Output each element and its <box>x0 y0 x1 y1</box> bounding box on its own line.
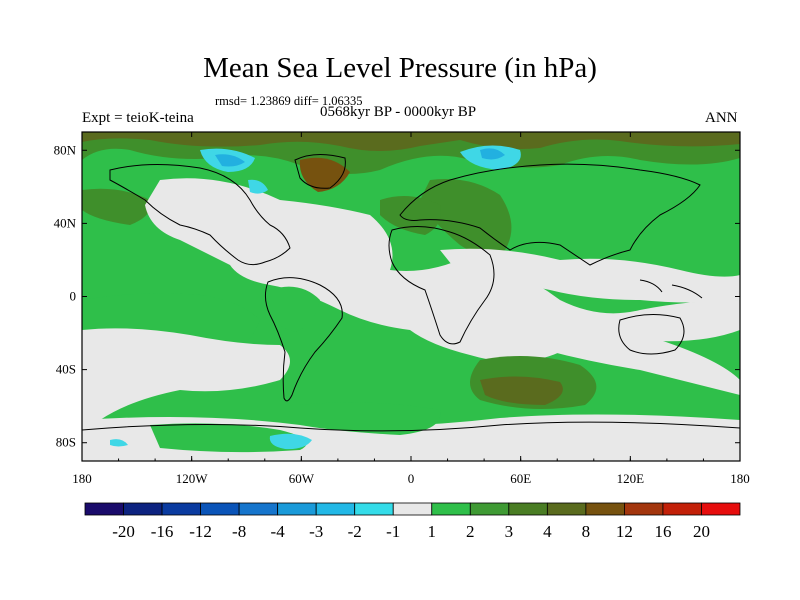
y-tick-label: 80N <box>54 142 77 157</box>
south-indian-near-zero <box>530 328 740 395</box>
coastlines <box>82 154 740 432</box>
colorbar-label: 8 <box>582 522 591 541</box>
period-label: 0568kyr BP - 0000kyr BP <box>320 104 477 120</box>
y-tick-label: 40S <box>56 362 76 377</box>
x-tick-label: 120W <box>176 471 209 486</box>
colorbar-swatch <box>200 502 240 516</box>
colorbar-label: 1 <box>428 522 437 541</box>
mediterranean-band <box>380 196 441 235</box>
stats-line: rmsd= 1.23869 diff= 1.06335 <box>215 94 363 108</box>
colorbar-label: 20 <box>693 522 710 541</box>
pressure-field <box>82 132 740 461</box>
colorbar-label: -20 <box>112 522 135 541</box>
arctic-canada-neg-core <box>215 154 245 167</box>
north-america-coast <box>109 163 291 266</box>
antarctica-coast <box>82 421 740 432</box>
y-tick-label: 80S <box>56 435 76 450</box>
australia-coast <box>618 314 685 355</box>
greenland-brown <box>299 157 350 192</box>
south-america-coast <box>264 277 343 402</box>
africa-coast <box>388 226 495 345</box>
south-atlantic-core <box>480 376 563 405</box>
colorbar-swatch <box>123 502 163 516</box>
colorbar-label: -4 <box>271 522 286 541</box>
colorbar-swatch <box>238 502 279 516</box>
polar-dark-band <box>82 132 740 151</box>
colorbar-label: -3 <box>309 522 323 541</box>
indian-ocean-near-zero <box>440 248 740 303</box>
colorbar-swatch <box>701 502 741 516</box>
colorbar-label: -2 <box>348 522 362 541</box>
colorbar-swatch <box>585 502 625 516</box>
colorbar-label: 2 <box>466 522 475 541</box>
colorbar-label: -12 <box>189 522 212 541</box>
colorbar-label: -8 <box>232 522 246 541</box>
southern-ocean-green <box>300 402 441 435</box>
ross-neg <box>110 439 128 447</box>
colorbar-label: 3 <box>505 522 514 541</box>
colorbar-swatch <box>624 502 664 516</box>
colorbar-label: 4 <box>543 522 552 541</box>
colorbar-swatch <box>662 502 702 516</box>
x-tick-label: 60E <box>510 471 531 486</box>
x-tick-label: 180 <box>730 471 750 486</box>
colorbar-swatch <box>508 502 548 516</box>
season-label: ANN <box>705 110 738 126</box>
x-tick-label: 120E <box>617 471 645 486</box>
colorbar-swatch <box>277 502 317 516</box>
colorbar-swatch <box>392 502 433 516</box>
x-tick-label: 180 <box>72 471 92 486</box>
y-tick-label: 40N <box>54 215 77 230</box>
chart-title: Mean Sea Level Pressure (in hPa) <box>203 52 597 84</box>
colorbar-swatch <box>354 502 394 516</box>
colorbar-swatch <box>469 502 510 516</box>
colorbar-swatch <box>161 502 201 516</box>
colorbar-label: 16 <box>654 522 671 541</box>
hudson-neg <box>248 179 268 194</box>
siberia-neg-core <box>480 148 505 160</box>
colorbar-swatch <box>546 502 587 516</box>
colorbar-label: -1 <box>386 522 400 541</box>
y-tick-label: 0 <box>70 289 77 304</box>
colorbar-swatch <box>431 502 471 516</box>
colorbar-label: 12 <box>616 522 633 541</box>
eurasia-coast <box>399 163 701 266</box>
ross-sea-green <box>150 423 307 453</box>
weddell-neg <box>269 433 312 450</box>
north-pacific-patch <box>82 188 151 225</box>
tropical-near-zero <box>145 178 740 362</box>
greenland-coast <box>294 154 346 189</box>
colorbar-label: -16 <box>151 522 174 541</box>
south-pacific-near-zero <box>82 328 290 425</box>
colorbar-swatch <box>315 502 356 516</box>
x-tick-label: 60W <box>289 471 315 486</box>
x-tick-label: 0 <box>408 471 415 486</box>
amazon-green <box>265 286 320 332</box>
maritime-continent-coast <box>639 279 703 299</box>
colorbar-swatch <box>84 502 124 516</box>
colorbar: -20 -16 -12 -8 -4 -3 -2 -1 1 2 3 4 8 12 16 20 <box>84 502 741 541</box>
middle-east-band <box>420 179 512 255</box>
experiment-label: Expt = teioK-teina <box>82 110 194 126</box>
map-axes: 180 120W 60W 0 60E 120E 180 80N 40N 0 40S 80S <box>54 132 750 486</box>
